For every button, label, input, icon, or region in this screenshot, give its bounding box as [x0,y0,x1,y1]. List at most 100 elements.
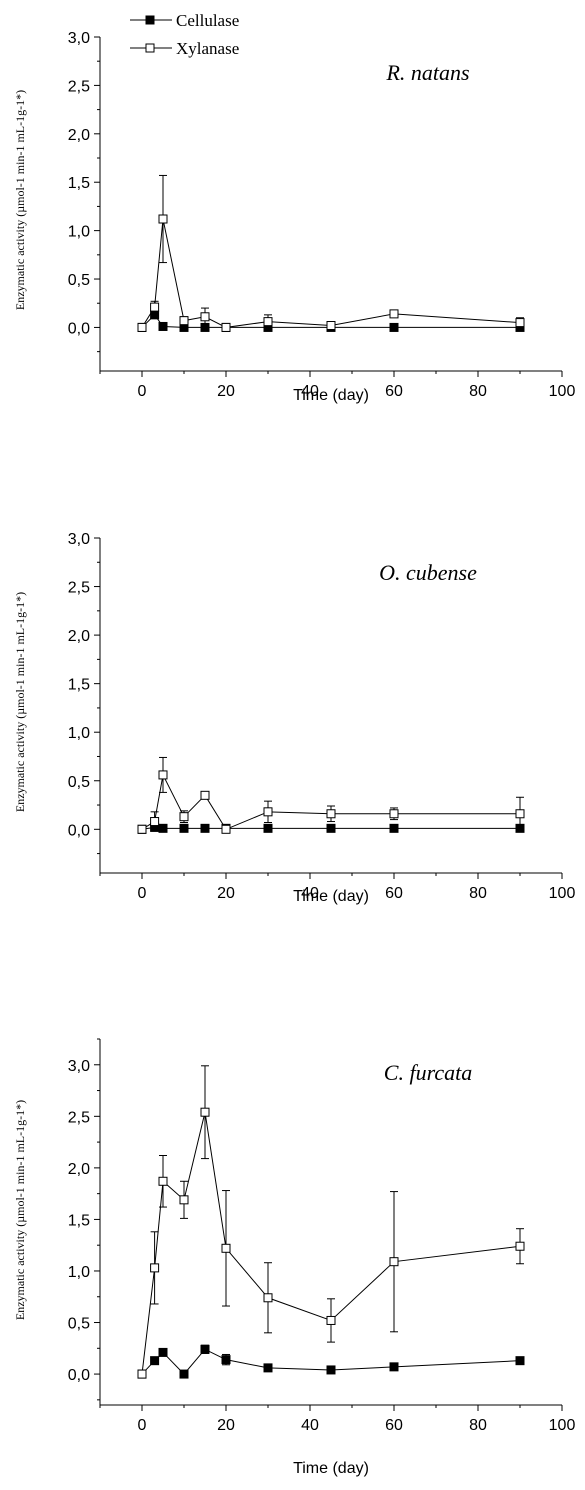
data-point [200,790,210,800]
y-tick-label: 0,5 [68,272,90,289]
y-tick-label: 2,0 [68,628,90,645]
y-tick-label: 2,5 [68,580,90,597]
x-tick-label: 60 [385,885,403,902]
panel-title: O. cubense [379,560,477,585]
data-point [263,317,273,327]
data-point [150,302,160,312]
data-point [326,1315,336,1325]
data-point [137,1369,147,1379]
x-tick-label: 40 [301,1417,319,1434]
x-tick-label: 80 [469,1417,487,1434]
data-point [158,214,168,224]
data-point [221,1243,231,1253]
data-point [389,823,399,833]
panel-title: R. natans [385,60,469,85]
data-point [326,1365,336,1375]
data-point [515,809,525,819]
y-tick-label: 0,5 [68,1316,90,1333]
series-xylanase [137,1065,525,1379]
data-point [158,823,168,833]
y-tick-label: 2,5 [68,1109,90,1126]
legend-marker-cellulase [145,15,155,25]
data-point [158,770,168,780]
x-tick-label: 40 [301,885,319,902]
data-point [515,1241,525,1251]
x-tick-label: 100 [549,885,576,902]
data-point [263,807,273,817]
legend-label-cellulase: Cellulase [176,11,239,30]
series-xylanase [137,174,525,332]
y-axis-label: Enzymatic activity (µmol-1 min-1 mL-1g-1… [13,1100,27,1320]
series-cellulase [137,1344,525,1379]
data-point [389,1257,399,1267]
data-point [389,309,399,319]
series-line [141,1112,521,1375]
data-point [389,1362,399,1372]
series-xylanase [137,756,525,834]
data-point [179,316,189,326]
data-point [150,1263,160,1273]
series-line [141,218,521,328]
y-tick-label: 1,0 [68,725,90,742]
x-tick-label: 80 [469,383,487,400]
data-point [515,1356,525,1366]
data-point [179,812,189,822]
y-tick-label: 3,0 [68,30,90,47]
series-line [141,314,520,328]
data-point [389,322,399,332]
y-tick-label: 2,5 [68,78,90,95]
data-point [326,823,336,833]
panel-title: C. furcata [384,1060,472,1085]
data-point [179,1195,189,1205]
y-axis-label: Enzymatic activity (µmol-1 min-1 mL-1g-1… [13,90,27,310]
data-point [263,1293,273,1303]
data-point [200,823,210,833]
x-tick-label: 0 [138,1417,147,1434]
data-point [515,318,525,328]
x-axis-label: Time (day) [293,387,369,404]
legend: Cellulase Xylanase [130,11,239,58]
data-point [137,322,147,332]
x-axis-label: Time (day) [293,888,369,905]
data-point [263,823,273,833]
x-tick-label: 0 [138,383,147,400]
y-tick-label: 3,0 [68,1058,90,1075]
chart-panel: 0 20 40 60 80 100 0,0 0,5 1,0 1,5 2,0 2,5 3,0 Time (d… [13,531,575,905]
data-point [200,1344,210,1354]
data-point [263,1363,273,1373]
y-tick-label: 0,5 [68,774,90,791]
data-point [150,1356,160,1366]
series-line [141,773,520,830]
data-point [200,1107,210,1117]
y-axis-label: Enzymatic activity (µmol-1 min-1 mL-1g-1… [13,592,27,812]
y-tick-label: 0,0 [68,1367,90,1384]
data-point [158,1176,168,1186]
data-point [150,817,160,827]
y-tick-label: 1,5 [68,677,90,694]
y-tick-label: 3,0 [68,531,90,548]
y-tick-label: 2,0 [68,1161,90,1178]
x-tick-label: 0 [138,885,147,902]
data-point [389,809,399,819]
data-point [326,320,336,330]
y-tick-label: 1,0 [68,224,90,241]
y-tick-label: 0,0 [68,320,90,337]
legend-label-xylanase: Xylanase [176,39,239,58]
x-tick-label: 20 [217,885,235,902]
x-tick-label: 80 [469,885,487,902]
y-tick-label: 1,0 [68,1264,90,1281]
data-point [221,1355,231,1365]
data-point [158,321,168,331]
data-point [221,824,231,834]
x-tick-label: 60 [385,383,403,400]
chart-panel: 0 20 40 60 80 100 0,0 0,5 1,0 1,5 2,0 2,5 3,0 Time (d… [13,30,575,404]
x-tick-label: 20 [217,383,235,400]
data-point [179,1369,189,1379]
x-axis-label: Time (day) [293,1460,369,1477]
y-tick-label: 1,5 [68,1212,90,1229]
data-point [158,1347,168,1357]
data-point [221,322,231,332]
y-tick-label: 2,0 [68,127,90,144]
series-cellulase [137,822,525,834]
data-point [137,824,147,834]
